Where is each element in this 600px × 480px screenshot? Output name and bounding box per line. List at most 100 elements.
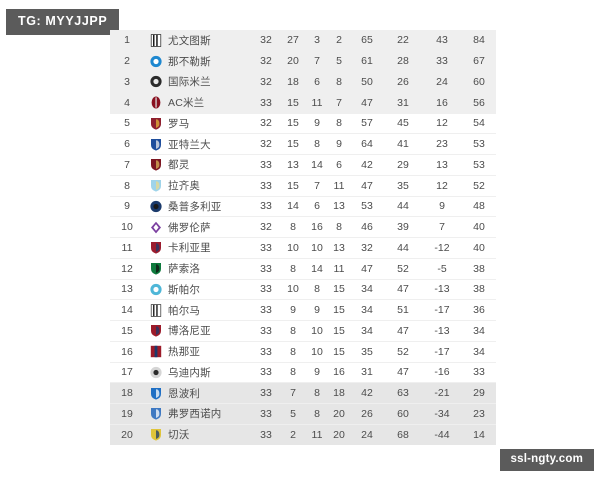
team-crest — [144, 154, 168, 176]
team-name-cell: 尤文图斯 — [168, 30, 252, 52]
goals-against-cell: 39 — [384, 216, 422, 238]
goals-for-cell: 26 — [350, 403, 384, 425]
won-cell: 5 — [280, 403, 306, 425]
goals-for-cell: 47 — [350, 92, 384, 114]
lost-cell: 15 — [328, 341, 350, 363]
table-row[interactable]: 12 萨索洛 33 8 14 11 47 52 -5 38 — [110, 258, 496, 280]
rank-cell: 12 — [110, 258, 144, 280]
goals-against-cell: 68 — [384, 424, 422, 445]
lost-cell: 6 — [328, 154, 350, 176]
table-row[interactable]: 4 AC米兰 33 15 11 7 47 31 16 56 — [110, 92, 496, 114]
rank-cell: 4 — [110, 92, 144, 114]
goals-against-cell: 35 — [384, 175, 422, 197]
played-cell: 33 — [252, 279, 280, 301]
points-cell: 48 — [462, 196, 496, 218]
table-row[interactable]: 6 亚特兰大 32 15 8 9 64 41 23 53 — [110, 133, 496, 155]
won-cell: 8 — [280, 216, 306, 238]
goal-diff-cell: -17 — [422, 299, 462, 321]
roma-crest — [150, 117, 162, 130]
team-name-cell: 拉齐奥 — [168, 175, 252, 197]
drawn-cell: 14 — [306, 154, 328, 176]
team-crest — [144, 279, 168, 301]
lost-cell: 15 — [328, 279, 350, 301]
table-row[interactable]: 1 尤文图斯 32 27 3 2 65 22 43 84 — [110, 30, 496, 52]
won-cell: 27 — [280, 30, 306, 52]
cagliari-crest — [150, 241, 162, 254]
team-crest — [144, 362, 168, 384]
goals-against-cell: 47 — [384, 279, 422, 301]
table-row[interactable]: 16 热那亚 33 8 10 15 35 52 -17 34 — [110, 341, 496, 363]
napoli-crest — [150, 55, 162, 68]
table-row[interactable]: 5 罗马 32 15 9 8 57 45 12 54 — [110, 113, 496, 135]
team-name-cell: 萨索洛 — [168, 258, 252, 280]
points-cell: 60 — [462, 71, 496, 93]
won-cell: 15 — [280, 133, 306, 155]
rank-cell: 15 — [110, 320, 144, 342]
points-cell: 84 — [462, 30, 496, 52]
goals-for-cell: 61 — [350, 50, 384, 72]
team-crest — [144, 382, 168, 404]
goals-against-cell: 47 — [384, 320, 422, 342]
table-row[interactable]: 9 桑普多利亚 33 14 6 13 53 44 9 48 — [110, 196, 496, 218]
rank-cell: 1 — [110, 30, 144, 52]
table-row[interactable]: 11 卡利亚里 33 10 10 13 32 44 -12 40 — [110, 237, 496, 259]
udinese-crest — [150, 366, 162, 379]
team-crest — [144, 258, 168, 280]
rank-cell: 8 — [110, 175, 144, 197]
table-row[interactable]: 2 那不勒斯 32 20 7 5 61 28 33 67 — [110, 50, 496, 72]
acmilan-crest — [150, 96, 162, 109]
points-cell: 40 — [462, 237, 496, 259]
played-cell: 33 — [252, 237, 280, 259]
channel-tag: TG: MYYJJPP — [6, 9, 120, 35]
table-row[interactable]: 17 乌迪内斯 33 8 9 16 31 47 -16 33 — [110, 362, 496, 384]
drawn-cell: 11 — [306, 424, 328, 445]
played-cell: 32 — [252, 216, 280, 238]
won-cell: 13 — [280, 154, 306, 176]
drawn-cell: 7 — [306, 175, 328, 197]
lost-cell: 8 — [328, 71, 350, 93]
played-cell: 33 — [252, 92, 280, 114]
site-watermark: ssl-ngty.com — [499, 448, 594, 471]
team-name-cell: 国际米兰 — [168, 71, 252, 93]
goals-for-cell: 57 — [350, 113, 384, 135]
lazio-crest — [150, 179, 162, 192]
table-row[interactable]: 20 切沃 33 2 11 20 24 68 -44 14 — [110, 424, 496, 445]
team-crest — [144, 133, 168, 155]
goals-for-cell: 34 — [350, 299, 384, 321]
table-row[interactable]: 14 帕尔马 33 9 9 15 34 51 -17 36 — [110, 299, 496, 321]
won-cell: 10 — [280, 279, 306, 301]
played-cell: 33 — [252, 320, 280, 342]
drawn-cell: 9 — [306, 113, 328, 135]
table-row[interactable]: 19 弗罗西诺内 33 5 8 20 26 60 -34 23 — [110, 403, 496, 425]
table-row[interactable]: 10 佛罗伦萨 32 8 16 8 46 39 7 40 — [110, 216, 496, 238]
won-cell: 15 — [280, 175, 306, 197]
goals-for-cell: 34 — [350, 320, 384, 342]
table-row[interactable]: 13 斯帕尔 33 10 8 15 34 47 -13 38 — [110, 279, 496, 301]
goal-diff-cell: -5 — [422, 258, 462, 280]
points-cell: 29 — [462, 382, 496, 404]
goal-diff-cell: 43 — [422, 30, 462, 52]
rank-cell: 18 — [110, 382, 144, 404]
team-name-cell: 博洛尼亚 — [168, 320, 252, 342]
goals-against-cell: 41 — [384, 133, 422, 155]
goal-diff-cell: 9 — [422, 196, 462, 218]
team-name-cell: 斯帕尔 — [168, 279, 252, 301]
team-crest — [144, 299, 168, 321]
team-name-cell: 弗罗西诺内 — [168, 403, 252, 425]
points-cell: 67 — [462, 50, 496, 72]
drawn-cell: 14 — [306, 258, 328, 280]
table-row[interactable]: 18 恩波利 33 7 8 18 42 63 -21 29 — [110, 382, 496, 404]
table-row[interactable]: 3 国际米兰 32 18 6 8 50 26 24 60 — [110, 71, 496, 93]
rank-cell: 7 — [110, 154, 144, 176]
table-row[interactable]: 8 拉齐奥 33 15 7 11 47 35 12 52 — [110, 175, 496, 197]
won-cell: 9 — [280, 299, 306, 321]
table-row[interactable]: 15 博洛尼亚 33 8 10 15 34 47 -13 34 — [110, 320, 496, 342]
team-name-cell: 恩波利 — [168, 382, 252, 404]
team-crest — [144, 113, 168, 135]
rank-cell: 16 — [110, 341, 144, 363]
goals-for-cell: 47 — [350, 258, 384, 280]
table-row[interactable]: 7 都灵 33 13 14 6 42 29 13 53 — [110, 154, 496, 176]
team-crest — [144, 71, 168, 93]
won-cell: 15 — [280, 92, 306, 114]
goals-against-cell: 52 — [384, 341, 422, 363]
